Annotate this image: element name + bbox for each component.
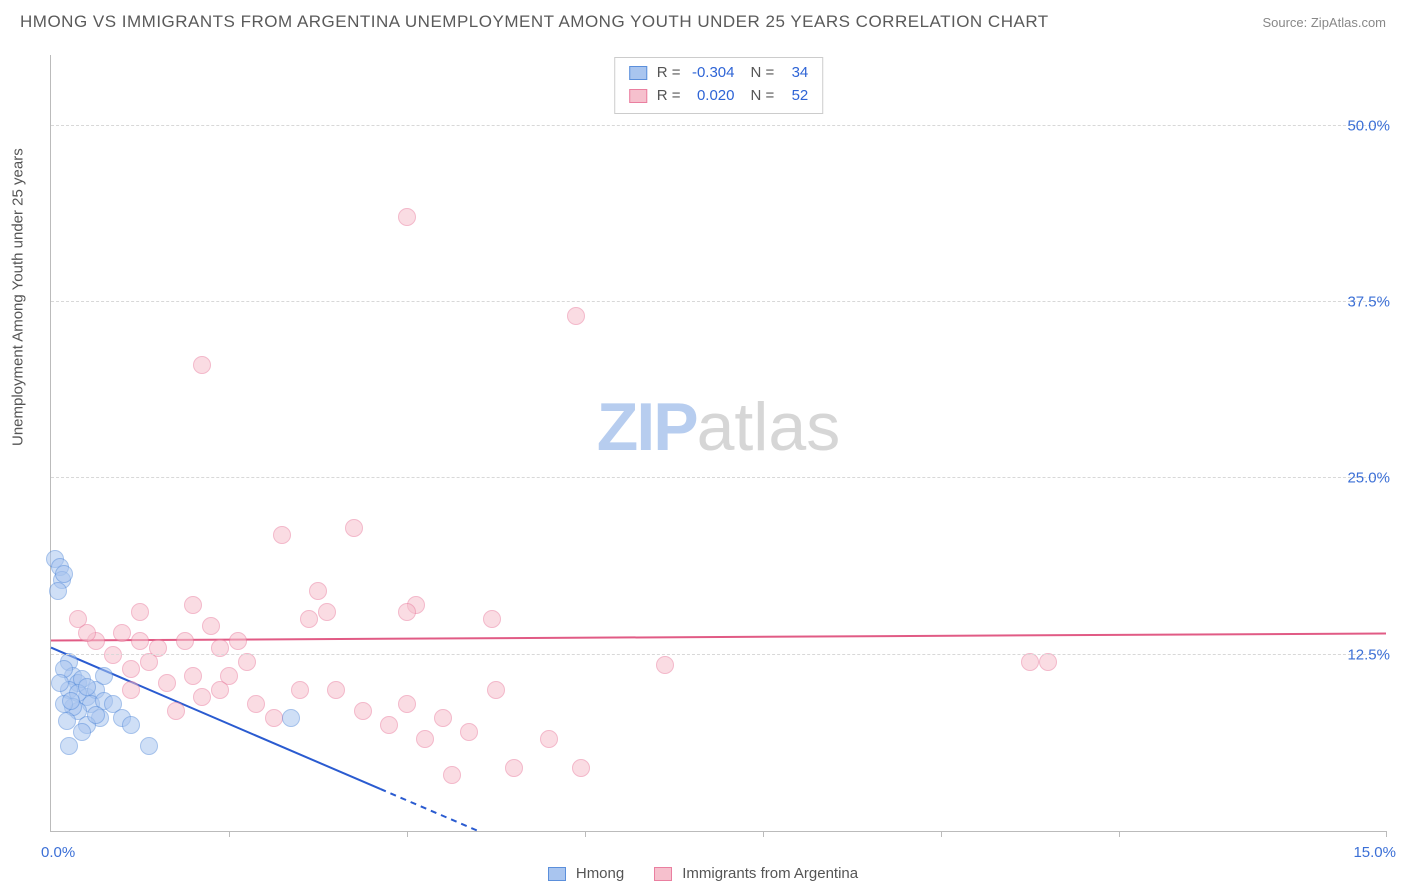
data-point <box>505 759 523 777</box>
source-label: Source: ZipAtlas.com <box>1262 15 1386 30</box>
x-axis-max-label: 15.0% <box>1353 844 1396 861</box>
chart-plot-area: ZIPatlas R = -0.304 N = 34 R = 0.020 N =… <box>50 55 1386 832</box>
data-point <box>69 610 87 628</box>
stats-row-hmong: R = -0.304 N = 34 <box>629 62 809 85</box>
data-point <box>265 709 283 727</box>
data-point <box>238 653 256 671</box>
r-value-hmong: -0.304 <box>687 62 735 85</box>
data-point <box>273 526 291 544</box>
data-point <box>122 681 140 699</box>
legend-item-hmong: Hmong <box>548 865 624 882</box>
y-tick-label: 37.5% <box>1335 293 1390 310</box>
data-point <box>73 723 91 741</box>
data-point <box>247 695 265 713</box>
data-point <box>58 712 76 730</box>
data-point <box>443 766 461 784</box>
data-point <box>193 688 211 706</box>
data-point <box>282 709 300 727</box>
data-point <box>202 617 220 635</box>
y-tick-label: 25.0% <box>1335 470 1390 487</box>
scatter-points <box>51 55 1386 831</box>
data-point <box>211 681 229 699</box>
data-point <box>572 759 590 777</box>
data-point <box>1039 653 1057 671</box>
data-point <box>398 603 416 621</box>
data-point <box>380 716 398 734</box>
n-value-hmong: 34 <box>780 62 808 85</box>
data-point <box>78 678 96 696</box>
data-point <box>1021 653 1039 671</box>
data-point <box>122 716 140 734</box>
data-point <box>354 702 372 720</box>
data-point <box>62 692 80 710</box>
data-point <box>300 610 318 628</box>
data-point <box>398 208 416 226</box>
data-point <box>291 681 309 699</box>
n-value-argentina: 52 <box>780 85 808 108</box>
swatch-argentina <box>629 89 647 103</box>
data-point <box>460 723 478 741</box>
swatch-hmong <box>629 66 647 80</box>
correlation-stats-box: R = -0.304 N = 34 R = 0.020 N = 52 <box>614 57 824 114</box>
data-point <box>656 656 674 674</box>
data-point <box>487 681 505 699</box>
y-tick-label: 12.5% <box>1335 646 1390 663</box>
data-point <box>398 695 416 713</box>
data-point <box>113 624 131 642</box>
data-point <box>122 660 140 678</box>
data-point <box>483 610 501 628</box>
data-point <box>345 519 363 537</box>
legend-label-argentina: Immigrants from Argentina <box>682 865 858 882</box>
legend-item-argentina: Immigrants from Argentina <box>654 865 858 882</box>
data-point <box>87 706 105 724</box>
data-point <box>318 603 336 621</box>
legend-swatch-argentina <box>654 867 672 881</box>
data-point <box>193 356 211 374</box>
data-point <box>55 565 73 583</box>
data-point <box>140 737 158 755</box>
legend-label-hmong: Hmong <box>576 865 624 882</box>
data-point <box>309 582 327 600</box>
data-point <box>131 603 149 621</box>
data-point <box>167 702 185 720</box>
data-point <box>567 307 585 325</box>
data-point <box>540 730 558 748</box>
data-point <box>416 730 434 748</box>
data-point <box>140 653 158 671</box>
y-tick-label: 50.0% <box>1335 117 1390 134</box>
data-point <box>184 667 202 685</box>
r-value-argentina: 0.020 <box>687 85 735 108</box>
data-point <box>95 667 113 685</box>
data-point <box>176 632 194 650</box>
data-point <box>158 674 176 692</box>
y-axis-title: Unemployment Among Youth under 25 years <box>10 148 27 446</box>
data-point <box>434 709 452 727</box>
data-point <box>104 646 122 664</box>
data-point <box>229 632 247 650</box>
data-point <box>184 596 202 614</box>
legend-swatch-hmong <box>548 867 566 881</box>
x-axis-min-label: 0.0% <box>41 844 75 861</box>
data-point <box>60 737 78 755</box>
data-point <box>51 674 69 692</box>
chart-title: HMONG VS IMMIGRANTS FROM ARGENTINA UNEMP… <box>20 12 1049 32</box>
data-point <box>49 582 67 600</box>
stats-row-argentina: R = 0.020 N = 52 <box>629 85 809 108</box>
data-point <box>327 681 345 699</box>
series-legend: Hmong Immigrants from Argentina <box>0 865 1406 882</box>
data-point <box>131 632 149 650</box>
